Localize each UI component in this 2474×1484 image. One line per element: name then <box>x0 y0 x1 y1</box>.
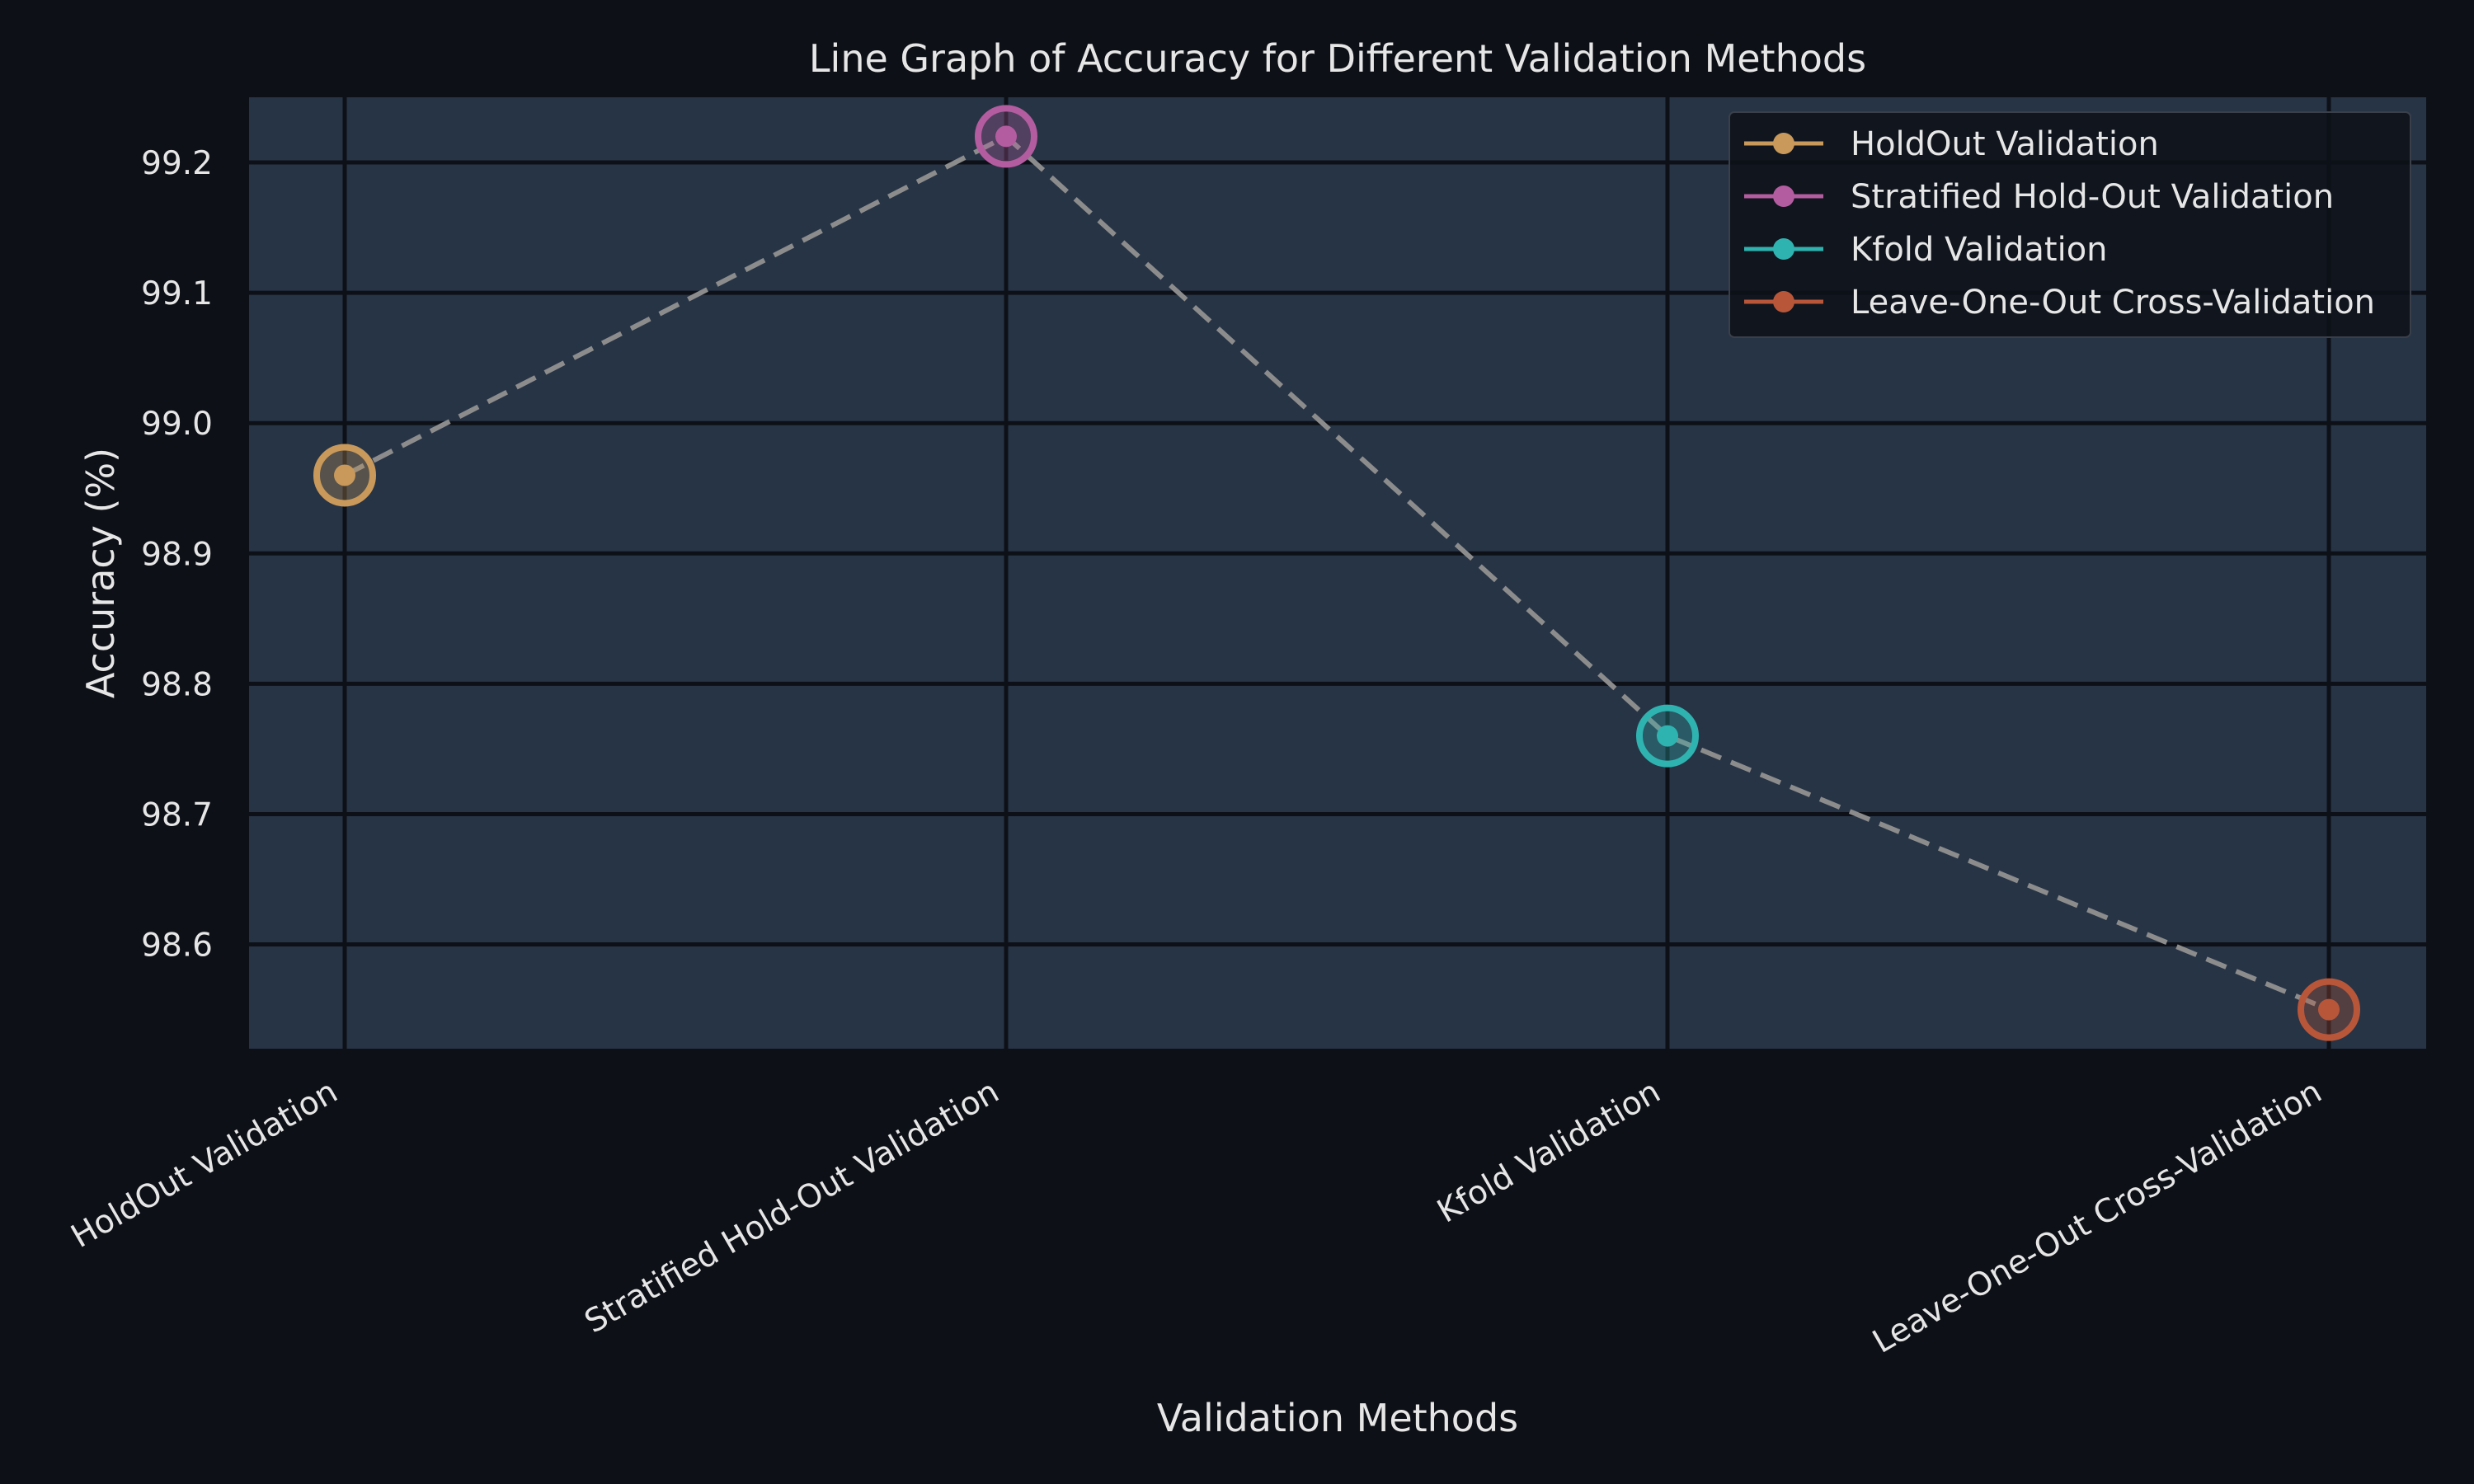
connector-line <box>343 133 2331 1012</box>
legend-marker <box>1773 186 1794 207</box>
data-point <box>1657 725 1678 747</box>
legend-marker <box>1773 238 1794 260</box>
data-point <box>995 125 1017 148</box>
x-axis-label: Validation Methods <box>1157 1396 1518 1440</box>
legend-label: Kfold Validation <box>1851 231 2108 269</box>
y-tick-label: 98.9 <box>141 536 213 573</box>
legend-label: Leave-One-Out Cross-Validation <box>1851 284 2375 322</box>
legend: HoldOut Validation Stratified Hold-Out Va… <box>1729 111 2411 338</box>
y-tick-label: 99.0 <box>141 406 213 443</box>
legend-box <box>1729 111 2411 338</box>
data-markers <box>313 105 2360 1041</box>
legend-label: HoldOut Validation <box>1851 125 2159 163</box>
data-point <box>2318 998 2340 1021</box>
chart-title: Line Graph of Accuracy for Different Val… <box>809 36 1866 81</box>
y-axis-label: Accuracy (%) <box>78 448 123 698</box>
legend-marker <box>1773 291 1794 312</box>
legend-label: Stratified Hold-Out Validation <box>1851 178 2334 216</box>
y-tick-label: 98.7 <box>141 796 213 834</box>
y-tick-label: 98.8 <box>141 666 213 703</box>
data-point <box>334 464 355 486</box>
y-tick-label: 99.1 <box>141 275 213 312</box>
y-tick-label: 98.6 <box>141 928 213 965</box>
legend-marker <box>1773 133 1794 154</box>
y-tick-label: 99.2 <box>141 145 213 182</box>
y-axis-ticks: 98.6 98.7 98.8 98.9 99.0 99.1 99.2 <box>141 145 213 964</box>
